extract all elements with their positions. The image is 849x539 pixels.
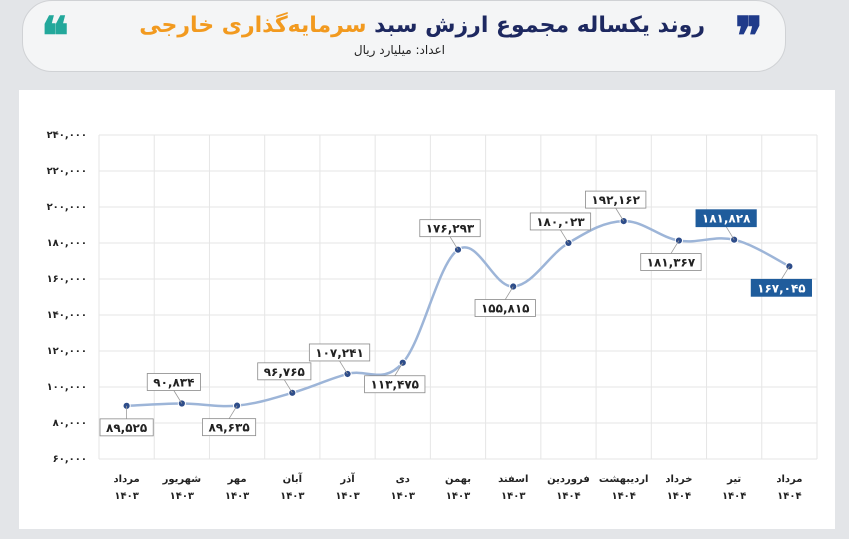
data-label: ۱۰۷,۲۴۱ [315,346,364,360]
x-tick-label-month: اردیبهشت [599,474,649,485]
x-tick-label-year: ۱۴۰۳ [170,491,194,502]
data-label: ۱۱۳,۴۷۵ [371,378,420,392]
x-tick-label-year: ۱۴۰۳ [225,491,249,502]
data-label: ۱۸۱,۸۲۸ [702,212,751,226]
label-leader [560,229,569,244]
x-tick-label-year: ۱۴۰۴ [777,491,801,502]
y-tick-label: ۲۰۰,۰۰۰ [47,202,87,213]
quote-close-icon: ❞ [735,6,763,67]
data-label-box [640,253,702,271]
data-label-box [99,418,154,437]
data-label: ۱۹۲,۱۶۲ [591,193,640,207]
x-tick-label-month: شهریور [162,474,202,485]
y-tick-label: ۱۰۰,۰۰۰ [47,382,87,393]
data-label: ۸۹,۵۲۵ [106,421,147,435]
quote-open-icon: ❝ [41,6,69,67]
data-label: ۱۸۰,۰۲۳ [536,215,585,229]
x-tick-label-month: دی [396,474,410,485]
data-label: ۸۹,۶۳۵ [208,421,249,435]
x-tick-label-month: مرداد [114,474,140,485]
title-main: روند یکساله مجموع ارزش سبد [366,13,705,38]
data-label-box [308,343,371,362]
label-leader [228,405,238,419]
chart-subtitle: اعداد: میلیارد ریال [353,43,445,57]
data-label-box [529,212,592,231]
data-label: ۱۸۱,۳۶۷ [647,256,696,270]
label-leader [394,362,404,376]
data-label-box [364,375,426,394]
x-tick-label-month: تیر [726,474,741,485]
y-tick-label: ۱۶۰,۰۰۰ [47,274,87,285]
data-label-box [474,299,536,317]
y-tick-label: ۸۰,۰۰۰ [53,418,87,429]
y-tick-label: ۱۲۰,۰۰۰ [47,346,87,357]
line-chart: ۶۰,۰۰۰ ۸۰,۰۰۰ ۱۰۰,۰۰۰ ۱۲۰,۰۰۰ ۱۴۰,۰۰۰ ۱۶۰,۰۰۰… [47,130,818,502]
label-leader [339,360,348,375]
label-leader [173,390,183,404]
data-label: ۱۷۶,۲۹۳ [426,222,475,236]
x-tick-label-month: خرداد [665,474,692,485]
y-tick-label: ۲۴۰,۰۰۰ [47,130,87,141]
x-tick-label-year: ۱۴۰۳ [114,491,138,502]
x-tick-label-year: ۱۴۰۴ [722,491,746,502]
x-tick-label-year: ۱۴۰۳ [335,491,359,502]
chart-panel: ۶۰,۰۰۰ ۸۰,۰۰۰ ۱۰۰,۰۰۰ ۱۲۰,۰۰۰ ۱۴۰,۰۰۰ ۱۶۰,۰۰۰… [19,90,835,529]
data-label-box [419,219,481,238]
data-label-box [750,278,812,297]
y-tick-label: ۶۰,۰۰۰ [53,454,87,465]
x-tick-label-year: ۱۴۰۳ [446,491,470,502]
data-label: ۹۶,۷۶۵ [264,365,305,379]
label-leader [615,207,625,222]
x-tick-label-month: مهر [227,474,247,485]
x-tick-label-month: آبان [283,472,303,485]
x-tick-label-year: ۱۴۰۴ [667,491,691,502]
label-leader [725,226,735,240]
x-tick-label-year: ۱۴۰۳ [391,491,415,502]
x-tick-label-month: بهمن [445,474,471,485]
data-label: ۱۶۷,۰۴۵ [757,281,806,295]
data-label: ۹۰,۸۳۴ [153,375,194,389]
x-tick-label-month: فروردین [547,474,590,485]
data-label-box [202,418,257,437]
x-tick-label-year: ۱۴۰۴ [611,491,635,502]
data-label-box [146,373,201,391]
data-label-box [585,190,647,209]
x-tick-label-year: ۱۴۰۳ [280,491,304,502]
label-leader [504,286,514,300]
data-point [509,282,518,291]
x-tick-label-month: آذر [339,472,355,485]
x-tick-label-year: ۱۴۰۴ [556,491,580,502]
x-tick-label-month: اسفند [498,474,528,485]
title-highlight: سرمایه‌گذاری خارجی [139,13,367,38]
y-tick-label: ۱۸۰,۰۰۰ [47,238,87,249]
data-point [730,235,739,244]
data-label: ۱۵۵,۸۱۵ [481,302,530,316]
label-leader [283,379,293,394]
data-label-box [257,362,312,381]
chart-title: روند یکساله مجموع ارزش سبد سرمایه‌گذاری … [139,13,705,38]
y-tick-label: ۱۴۰,۰۰۰ [47,310,87,321]
y-tick-label: ۲۲۰,۰۰۰ [47,166,87,177]
x-tick-label-month: مرداد [776,474,802,485]
label-leader [781,266,790,280]
label-leader [449,236,459,250]
x-tick-label-year: ۱۴۰۳ [501,491,525,502]
label-leader [670,240,680,254]
header-banner: ❝ روند یکساله مجموع ارزش سبد سرمایه‌گذار… [22,0,786,72]
data-point [619,217,628,226]
data-label-box [695,209,757,228]
